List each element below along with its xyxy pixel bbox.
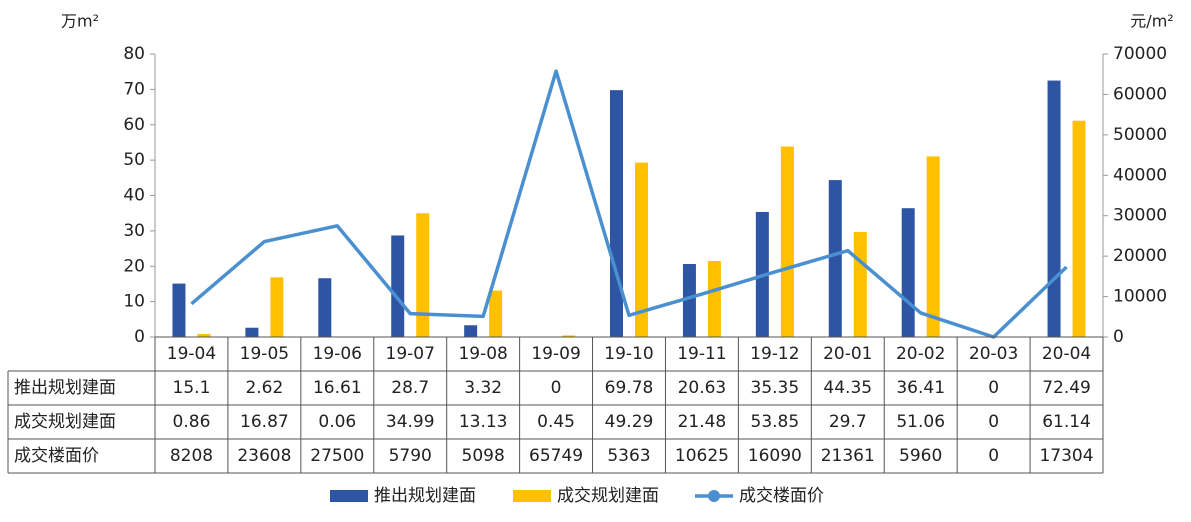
- bar-series-0-19-10: [610, 90, 623, 337]
- table-cell: 3.32: [464, 378, 502, 398]
- table-cell: 15.1: [173, 378, 211, 398]
- table-row-label: 成交规划建面: [14, 412, 116, 432]
- table-cell: 2.62: [245, 378, 283, 398]
- right-unit-label: 元/m²: [1130, 12, 1173, 31]
- table-cell: 49.29: [605, 412, 654, 432]
- left-tick-label: 70: [123, 79, 145, 99]
- category-label: 20-03: [969, 344, 1018, 364]
- table-cell: 23608: [237, 446, 291, 466]
- bar-series-1-19-08: [489, 291, 502, 337]
- bar-series-0-20-04: [1048, 81, 1061, 337]
- table-cell: 0: [551, 378, 562, 398]
- table-cell: 44.35: [823, 378, 872, 398]
- right-tick-label: 20000: [1113, 246, 1167, 266]
- table-cell: 21.48: [678, 412, 727, 432]
- table-cell: 29.7: [829, 412, 867, 432]
- right-tick-label: 0: [1113, 327, 1124, 347]
- table-cell: 53.85: [751, 412, 800, 432]
- bar-series-0-19-07: [391, 235, 404, 337]
- table-cell: 8208: [170, 446, 213, 466]
- bar-series-0-20-01: [829, 180, 842, 337]
- left-tick-label: 10: [123, 292, 145, 312]
- legend-label-1: 成交规划建面: [557, 486, 659, 506]
- category-label: 19-09: [531, 344, 580, 364]
- left-tick-label: 20: [123, 256, 145, 276]
- legend-label-0: 推出规划建面: [374, 486, 476, 506]
- right-tick-label: 70000: [1113, 44, 1167, 64]
- legend-swatch-0: [330, 490, 368, 502]
- right-tick-label: 30000: [1113, 206, 1167, 226]
- right-tick-label: 50000: [1113, 125, 1167, 145]
- left-tick-label: 80: [123, 44, 145, 64]
- category-label: 19-05: [240, 344, 289, 364]
- left-unit-label: 万m²: [61, 12, 99, 31]
- table-cell: 35.35: [751, 378, 800, 398]
- bar-series-0-19-05: [245, 328, 258, 337]
- left-tick-label: 40: [123, 186, 145, 206]
- table-cell: 13.13: [459, 412, 508, 432]
- category-label: 19-04: [167, 344, 216, 364]
- table-cell: 0: [988, 412, 999, 432]
- right-tick-label: 40000: [1113, 165, 1167, 185]
- table-cell: 21361: [821, 446, 875, 466]
- legend-label-2: 成交楼面价: [739, 486, 824, 506]
- right-tick-label: 60000: [1113, 84, 1167, 104]
- bar-series-1-20-02: [927, 156, 940, 337]
- bar-series-1-20-01: [854, 232, 867, 337]
- table-cell: 27500: [310, 446, 364, 466]
- left-tick-label: 30: [123, 221, 145, 241]
- category-label: 19-11: [677, 344, 726, 364]
- bar-series-1-19-12: [781, 147, 794, 337]
- category-label: 19-10: [604, 344, 653, 364]
- bar-series-0-19-06: [318, 278, 331, 337]
- table-cell: 20.63: [678, 378, 727, 398]
- table-cell: 28.7: [391, 378, 429, 398]
- table-cell: 36.41: [896, 378, 945, 398]
- table-cell: 0.86: [173, 412, 211, 432]
- left-tick-label: 50: [123, 150, 145, 170]
- category-label: 19-07: [386, 344, 435, 364]
- bar-series-1-19-07: [416, 213, 429, 337]
- table-cell: 16.61: [313, 378, 362, 398]
- bar-series-0-19-08: [464, 325, 477, 337]
- right-tick-label: 10000: [1113, 287, 1167, 307]
- category-label: 20-01: [823, 344, 872, 364]
- left-tick-label: 0: [134, 327, 145, 347]
- table-cell: 0.45: [537, 412, 575, 432]
- table-cell: 0: [988, 446, 999, 466]
- bar-series-1-20-04: [1073, 121, 1086, 337]
- category-label: 19-12: [750, 344, 799, 364]
- table-cell: 10625: [675, 446, 729, 466]
- table-cell: 16090: [748, 446, 802, 466]
- bar-series-1-19-05: [270, 277, 283, 337]
- legend-swatch-1: [513, 490, 551, 502]
- bar-series-0-20-02: [902, 208, 915, 337]
- table-row-label: 成交楼面价: [14, 446, 99, 466]
- table-cell: 0: [988, 378, 999, 398]
- table-cell: 34.99: [386, 412, 435, 432]
- table-cell: 51.06: [896, 412, 945, 432]
- table-cell: 5960: [899, 446, 942, 466]
- table-cell: 5363: [607, 446, 650, 466]
- table-cell: 65749: [529, 446, 583, 466]
- table-cell: 17304: [1039, 446, 1093, 466]
- table-cell: 16.87: [240, 412, 289, 432]
- category-label: 19-08: [458, 344, 507, 364]
- table-cell: 5790: [389, 446, 432, 466]
- table-cell: 0.06: [318, 412, 356, 432]
- left-tick-label: 60: [123, 115, 145, 135]
- category-label: 20-02: [896, 344, 945, 364]
- category-label: 19-06: [313, 344, 362, 364]
- legend-marker-2: [708, 490, 720, 502]
- bar-series-0-19-04: [172, 284, 185, 337]
- category-label: 20-04: [1042, 344, 1091, 364]
- table-cell: 5098: [462, 446, 505, 466]
- table-cell: 69.78: [605, 378, 654, 398]
- table-row-label: 推出规划建面: [14, 378, 116, 398]
- table-cell: 61.14: [1042, 412, 1091, 432]
- bar-series-1-19-11: [708, 261, 721, 337]
- table-cell: 72.49: [1042, 378, 1091, 398]
